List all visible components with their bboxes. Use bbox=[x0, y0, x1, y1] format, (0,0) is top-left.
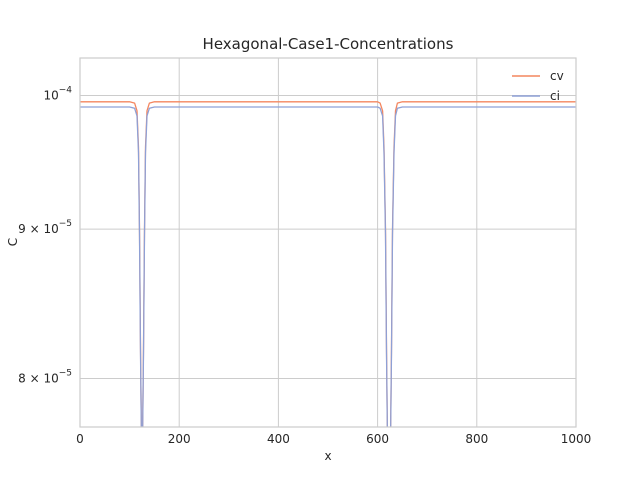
x-tick-label: 600 bbox=[366, 432, 389, 446]
series-layer bbox=[80, 101, 576, 427]
chart-title: Hexagonal-Case1-Concentrations bbox=[203, 35, 454, 53]
y-tick-label: 8 × 10−5 bbox=[18, 369, 72, 386]
y-tick-base: 8 × 10 bbox=[18, 372, 59, 386]
x-tick-label: 800 bbox=[465, 432, 488, 446]
y-tick-label: 9 × 10−5 bbox=[18, 219, 72, 236]
legend-label-ci: ci bbox=[550, 89, 560, 103]
x-tick-label: 0 bbox=[76, 432, 84, 446]
x-tick-label: 400 bbox=[267, 432, 290, 446]
y-tick-exponent: −4 bbox=[59, 85, 73, 95]
y-tick-base: 10 bbox=[43, 88, 58, 102]
x-tick-label: 200 bbox=[168, 432, 191, 446]
x-tick-label: 1000 bbox=[561, 432, 592, 446]
legend-label-cv: cv bbox=[550, 69, 564, 83]
series-line-ci bbox=[80, 106, 576, 427]
y-tick-labels: 10−49 × 10−58 × 10−5 bbox=[18, 85, 72, 385]
legend: cv ci bbox=[512, 69, 564, 103]
y-tick-base: 9 × 10 bbox=[18, 222, 59, 236]
plot-frame bbox=[79, 57, 577, 428]
y-axis-label: C bbox=[6, 238, 20, 246]
y-tick-label: 10−4 bbox=[43, 85, 72, 102]
x-axis-label: x bbox=[324, 449, 331, 463]
y-tick-exponent: −5 bbox=[59, 219, 72, 229]
x-tick-labels: 0 200 400 600 800 1000 bbox=[76, 432, 591, 446]
y-tick-exponent: −5 bbox=[59, 369, 72, 379]
